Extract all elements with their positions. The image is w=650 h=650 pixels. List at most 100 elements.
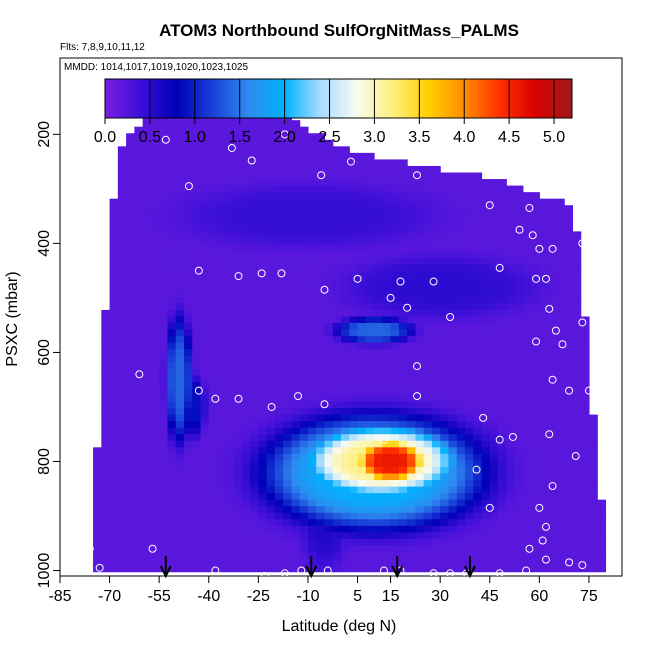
heatmap-cell: [473, 179, 483, 187]
heatmap-cell: [531, 558, 540, 566]
heatmap-cell: [407, 538, 416, 547]
heatmap-cell: [555, 231, 565, 239]
heatmap-cell: [283, 532, 293, 540]
heatmap-cell: [200, 205, 210, 213]
heatmap-cell: [481, 192, 491, 200]
heatmap-cell: [341, 362, 350, 370]
heatmap-cell: [448, 427, 458, 435]
heatmap-cell: [142, 120, 152, 128]
heatmap-cell: [126, 447, 135, 455]
heatmap-cell: [93, 525, 102, 533]
heatmap-cell: [283, 185, 293, 193]
heatmap-cell: [341, 264, 350, 272]
heatmap-cell: [555, 421, 565, 429]
heatmap-cell: [431, 290, 441, 298]
heatmap-cell: [200, 198, 210, 206]
heatmap-cell: [423, 231, 433, 239]
heatmap-cell: [572, 519, 582, 527]
heatmap-cell: [514, 329, 524, 337]
heatmap-cell: [250, 264, 259, 272]
heatmap-cell: [522, 290, 532, 298]
heatmap-cell: [142, 552, 152, 560]
heatmap-cell: [159, 264, 169, 272]
heatmap-cell: [514, 244, 524, 252]
heatmap-cell: [555, 427, 565, 435]
heatmap-cell: [217, 270, 226, 278]
heatmap-cell: [175, 460, 185, 468]
heatmap-cell: [291, 460, 301, 468]
heatmap-cell: [266, 165, 276, 174]
heatmap-cell: [481, 466, 491, 475]
heatmap-cell: [398, 329, 408, 337]
heatmap-cell: [183, 277, 193, 285]
heatmap-cell: [159, 427, 169, 435]
heatmap-cell: [142, 486, 152, 494]
heatmap-cell: [266, 552, 276, 560]
heatmap-cell: [307, 375, 317, 383]
heatmap-cell: [423, 264, 433, 272]
heatmap-cell: [531, 218, 540, 226]
heatmap-cell: [365, 401, 375, 409]
heatmap-cell: [473, 316, 483, 324]
heatmap-cell: [117, 414, 127, 422]
heatmap-cell: [349, 558, 359, 566]
heatmap-cell: [258, 427, 268, 435]
heatmap-cell: [208, 120, 218, 128]
heatmap-cell: [332, 205, 342, 213]
heatmap-cell: [572, 264, 582, 272]
heatmap-cell: [134, 126, 144, 134]
heatmap-cell: [274, 146, 284, 154]
heatmap-cell: [134, 244, 144, 252]
heatmap-cell: [134, 401, 144, 409]
heatmap-cell: [522, 394, 532, 403]
heatmap-cell: [357, 414, 367, 422]
heatmap-cell: [473, 421, 483, 429]
heatmap-cell: [291, 519, 301, 527]
heatmap-cell: [580, 453, 590, 462]
heatmap-cell: [357, 480, 367, 488]
heatmap-cell: [250, 349, 259, 357]
heatmap-cell: [126, 205, 135, 213]
heatmap-cell: [134, 512, 144, 520]
heatmap-cell: [349, 368, 359, 376]
heatmap-cell: [390, 421, 400, 429]
heatmap-cell: [175, 152, 185, 161]
heatmap-cell: [489, 218, 499, 226]
heatmap-cell: [332, 264, 342, 272]
heatmap-cell: [555, 205, 565, 213]
heatmap-cell: [473, 427, 483, 435]
heatmap-cell: [266, 565, 276, 573]
heatmap-cell: [167, 512, 177, 520]
heatmap-cell: [341, 552, 350, 560]
heatmap-cell: [225, 231, 235, 239]
heatmap-cell: [93, 519, 102, 527]
heatmap-cell: [539, 401, 549, 409]
heatmap-cell: [233, 126, 243, 134]
heatmap-cell: [431, 538, 441, 547]
heatmap-cell: [374, 493, 383, 501]
heatmap-cell: [167, 211, 177, 219]
heatmap-cell: [398, 231, 408, 239]
heatmap-cell: [489, 493, 499, 501]
heatmap-cell: [183, 342, 193, 350]
heatmap-cell: [291, 146, 301, 154]
heatmap-cell: [225, 434, 235, 442]
heatmap-cell: [398, 421, 408, 429]
heatmap-cell: [456, 394, 466, 403]
heatmap-cell: [233, 172, 243, 180]
heatmap-cell: [580, 506, 590, 514]
heatmap-cell: [572, 473, 582, 481]
heatmap-cell: [101, 401, 111, 409]
sample-point: [545, 304, 554, 313]
heatmap-cell: [324, 296, 334, 304]
heatmap-cell: [365, 336, 375, 344]
heatmap-cell: [208, 558, 218, 566]
heatmap-cell: [423, 473, 433, 481]
heatmap-cell: [250, 224, 259, 232]
heatmap-cell: [101, 394, 111, 403]
heatmap-cell: [539, 394, 549, 403]
heatmap-cell: [407, 447, 416, 455]
heatmap-cell: [233, 159, 243, 167]
heatmap-cell: [225, 172, 235, 180]
